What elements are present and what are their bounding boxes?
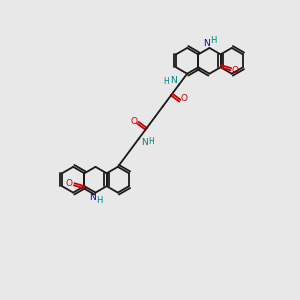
Text: N: N: [89, 193, 96, 202]
Text: H: H: [148, 137, 154, 146]
Text: N: N: [203, 38, 210, 47]
Text: H: H: [96, 196, 103, 205]
Text: H: H: [164, 77, 169, 86]
Text: O: O: [232, 66, 239, 75]
Text: O: O: [181, 94, 188, 103]
Text: N: N: [170, 76, 177, 85]
Text: O: O: [130, 117, 137, 126]
Text: H: H: [210, 35, 217, 44]
Text: O: O: [65, 179, 72, 188]
Text: N: N: [141, 138, 148, 147]
